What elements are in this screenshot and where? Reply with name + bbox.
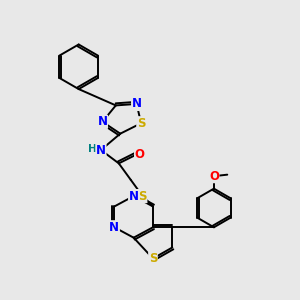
Text: N: N	[96, 143, 106, 157]
Text: O: O	[135, 148, 145, 161]
Text: S: S	[138, 190, 147, 202]
Text: S: S	[149, 252, 157, 265]
Text: N: N	[129, 190, 139, 202]
Text: S: S	[137, 117, 145, 130]
Text: N: N	[98, 115, 107, 128]
Text: N: N	[109, 221, 119, 234]
Text: N: N	[132, 98, 142, 110]
Text: H: H	[88, 144, 97, 154]
Text: O: O	[209, 170, 219, 183]
